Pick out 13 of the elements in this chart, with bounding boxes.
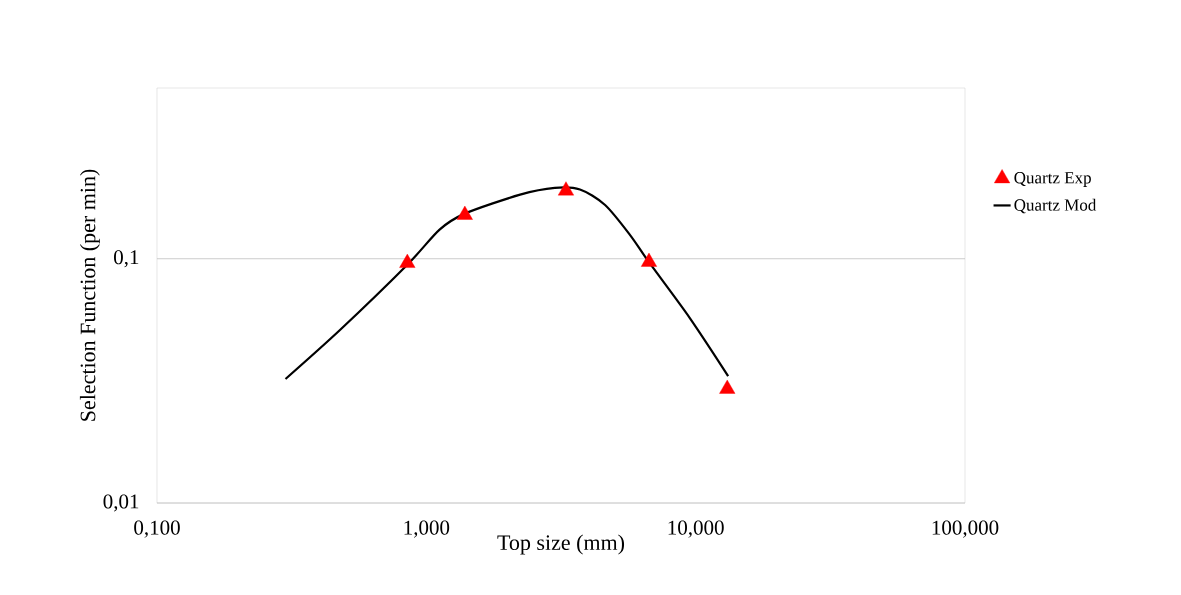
y-tick-label: 0,01 bbox=[103, 494, 139, 512]
legend-label: Quartz Exp bbox=[1014, 172, 1091, 187]
x-tick-label: 1,000 bbox=[404, 520, 450, 538]
x-tick-label: 0,100 bbox=[134, 520, 180, 538]
y-axis-title: Selection Function (per min) bbox=[79, 169, 100, 421]
point bbox=[719, 379, 736, 394]
x-axis-title: Top size (mm) bbox=[497, 534, 625, 555]
point bbox=[640, 252, 657, 267]
x-tick-label: 10,000 bbox=[668, 520, 724, 538]
legend-label: Quartz Mod bbox=[1014, 198, 1097, 214]
x-tick-label: 100,000 bbox=[932, 520, 999, 538]
point bbox=[557, 181, 574, 196]
y-tick-label: 0,1 bbox=[114, 250, 139, 268]
